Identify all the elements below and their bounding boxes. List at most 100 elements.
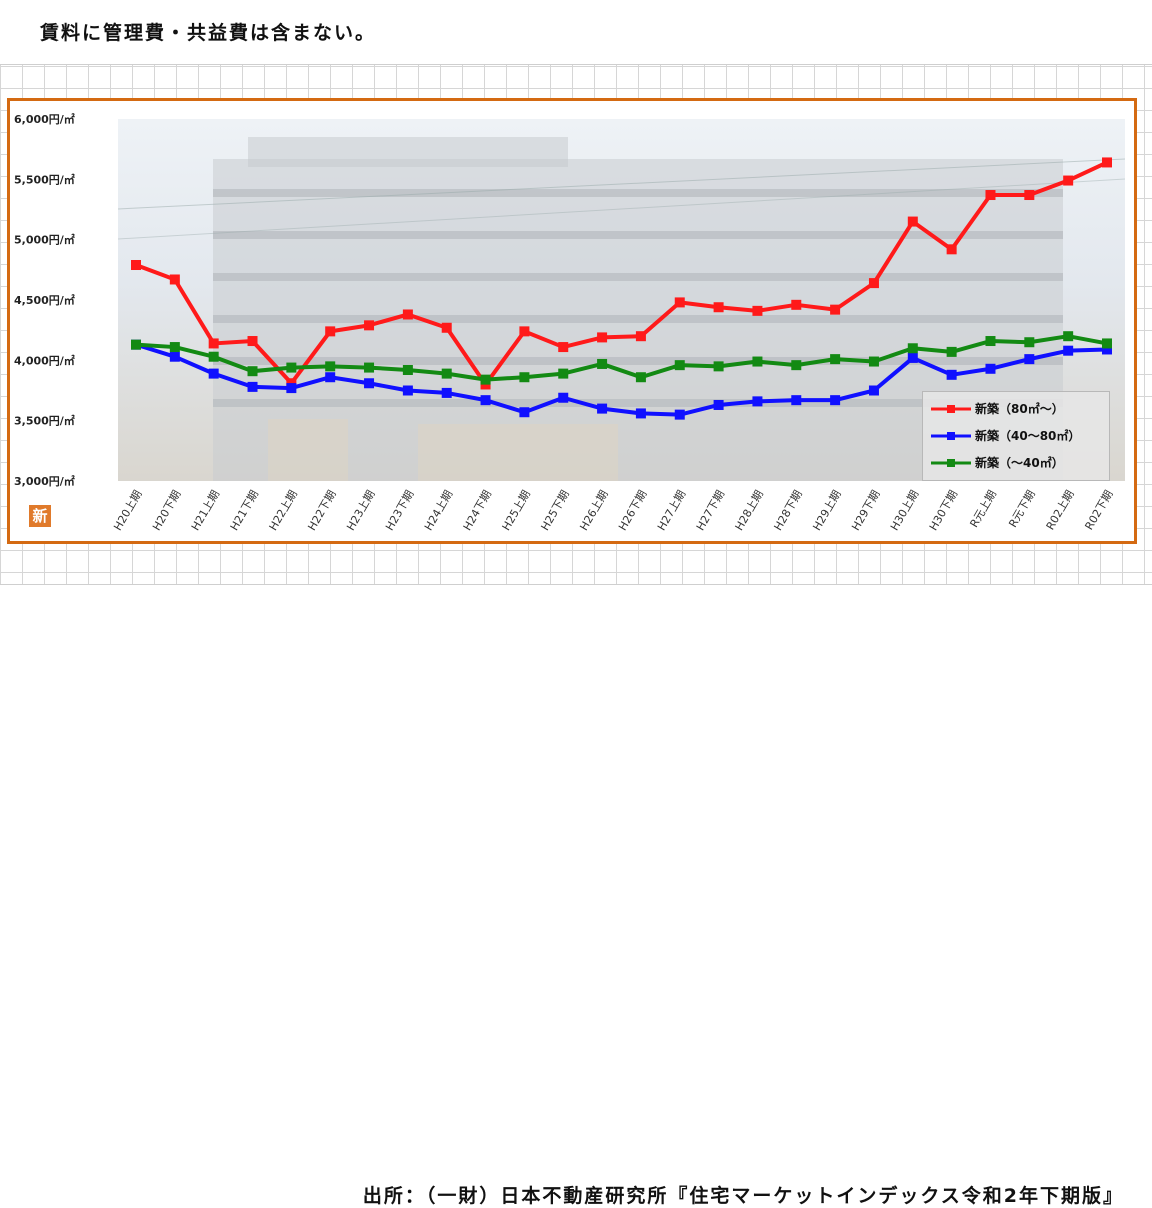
data-point [441,387,452,398]
data-point [325,326,336,337]
data-point [791,360,802,371]
data-point [791,395,802,406]
data-point [441,368,452,379]
data-point [1063,331,1074,342]
x-tick-label: H26上期 [577,488,610,533]
data-point [169,274,180,285]
data-point [1102,157,1112,168]
data-point [519,372,530,383]
data-point [402,309,413,320]
data-point [480,395,491,406]
data-point [169,351,180,362]
data-point [208,338,219,349]
data-point [519,326,530,337]
data-point [752,396,763,407]
data-point [208,368,219,379]
data-point [208,351,219,362]
legend-marker-blue [931,432,971,440]
x-tick-label: R02上期 [1044,488,1077,532]
x-tick-label: H24上期 [422,488,455,533]
data-point [247,381,258,392]
data-point [946,244,957,255]
data-point [713,361,724,372]
data-point [635,408,646,419]
legend-item-under-40: 新築（～40㎡） [931,452,1101,474]
data-point [674,409,685,420]
data-point [674,360,685,371]
legend-item-40-80: 新築（40～80㎡） [931,425,1101,447]
chart-legend: 新築（80㎡～） 新築（40～80㎡） 新築（～40㎡） [922,391,1110,481]
x-tick-label: H27上期 [655,488,688,533]
data-point [597,358,608,369]
data-point [946,346,957,357]
data-point [1102,344,1112,355]
x-tick-label: H28上期 [733,488,766,533]
data-point [830,304,841,315]
data-point [364,378,375,389]
data-point [247,336,258,347]
data-point [868,356,879,367]
series-line-0 [135,160,1108,387]
x-tick-label: R元上期 [967,488,999,530]
data-point [907,352,918,363]
data-point [1063,345,1074,356]
header-band: 賃料に管理費・共益費は含まない。 [0,0,1152,65]
x-tick-label: H21下期 [228,488,261,533]
x-tick-label: H27下期 [694,488,727,533]
data-point [325,372,336,383]
data-point [985,363,996,374]
data-point [441,322,452,333]
data-point [131,260,141,271]
data-point [597,332,608,343]
x-tick-label: H26下期 [616,488,649,533]
data-point [1102,338,1112,349]
legend-marker-red [931,405,971,413]
x-tick-label: H30下期 [927,488,960,533]
data-point [752,305,763,316]
legend-marker-green [931,459,971,467]
data-point [907,343,918,354]
building-photo-illustration [118,137,1125,481]
y-tick-label: 5,500円/㎡ [14,172,75,186]
data-point [752,356,763,367]
data-point [364,320,375,331]
data-point [480,374,491,385]
data-point [558,368,569,379]
legend-item-80-plus: 新築（80㎡～） [931,398,1101,420]
legend-label: 新築（40～80㎡） [975,429,1081,443]
data-point [364,362,375,373]
data-point [1024,337,1035,348]
x-tick-label: R02下期 [1083,488,1116,532]
series-line-2 [135,334,1108,382]
data-point [635,372,646,383]
data-point [868,278,879,289]
data-point [558,392,569,403]
data-point [558,342,569,353]
data-point [830,395,841,406]
data-point [946,369,957,380]
data-point [247,366,258,377]
x-tick-label: H24下期 [461,488,494,533]
x-tick-label: H23下期 [383,488,416,533]
data-point [286,383,297,394]
data-point [791,299,802,310]
data-point [907,216,918,227]
data-point [868,385,879,396]
source-citation: 出所：（一財）日本不動産研究所『住宅マーケットインデックス令和2年下期版』 [362,1185,1124,1207]
x-tick-label: H25上期 [500,488,533,533]
data-point [635,331,646,342]
x-tick-label: H29下期 [849,488,882,533]
data-point [519,407,530,418]
data-point [402,385,413,396]
data-point [169,342,180,353]
y-tick-label: 3,500円/㎡ [14,414,75,428]
data-point [325,361,336,372]
data-point [674,297,685,308]
data-point [985,336,996,347]
plot-background [118,119,1125,481]
data-point [830,354,841,365]
legend-label: 新築（～40㎡） [975,456,1064,470]
x-tick-label: H22上期 [267,488,300,533]
chart-frame: 3,000円/㎡ 3,500円/㎡ 4,000円/㎡ 4,500円/㎡ 5,000円/㎡… [7,98,1137,544]
x-tick-label: H28下期 [771,488,804,533]
